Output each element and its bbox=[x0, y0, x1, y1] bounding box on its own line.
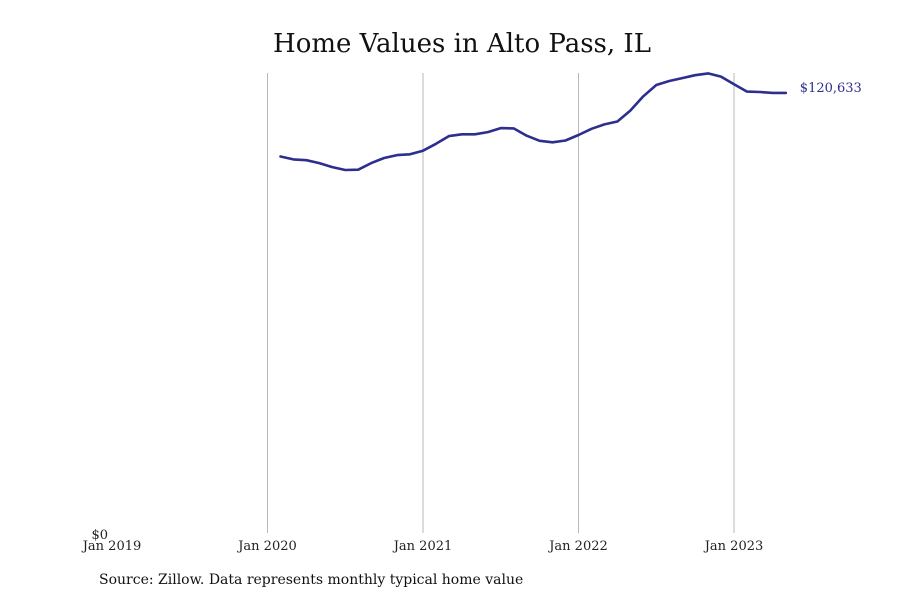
x-tick-label: Jan 2022 bbox=[547, 539, 608, 554]
series-line bbox=[279, 72, 788, 172]
grid bbox=[267, 73, 735, 533]
end-value-label: $120,633 bbox=[800, 81, 862, 96]
x-tick-label: Jan 2023 bbox=[703, 539, 764, 554]
axis: Jan 2019 Jan 2020 Jan 2021 Jan 2022 Jan 2023… bbox=[81, 528, 764, 554]
x-tick-label: Jan 2019 bbox=[81, 539, 142, 554]
chart-title: Home Values in Alto Pass, IL bbox=[273, 29, 651, 59]
y-tick-label: $0 bbox=[91, 528, 108, 543]
x-tick-label: Jan 2021 bbox=[392, 539, 453, 554]
source-note: Source: Zillow. Data represents monthly … bbox=[99, 572, 524, 588]
x-tick-label: Jan 2020 bbox=[236, 539, 297, 554]
